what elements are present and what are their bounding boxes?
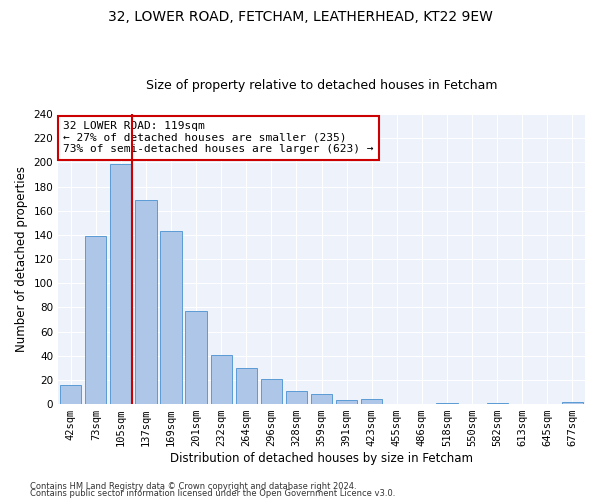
Bar	[286, 391, 307, 404]
Bar	[211, 354, 232, 404]
Bar	[361, 399, 382, 404]
Bar	[185, 311, 207, 404]
Text: 32, LOWER ROAD, FETCHAM, LEATHERHEAD, KT22 9EW: 32, LOWER ROAD, FETCHAM, LEATHERHEAD, KT…	[107, 10, 493, 24]
Bar	[562, 402, 583, 404]
Text: 32 LOWER ROAD: 119sqm
← 27% of detached houses are smaller (235)
73% of semi-det: 32 LOWER ROAD: 119sqm ← 27% of detached …	[64, 122, 374, 154]
Bar	[85, 236, 106, 404]
Bar	[160, 231, 182, 404]
Y-axis label: Number of detached properties: Number of detached properties	[15, 166, 28, 352]
Bar	[60, 384, 82, 404]
Bar	[136, 200, 157, 404]
Bar	[436, 403, 458, 404]
Title: Size of property relative to detached houses in Fetcham: Size of property relative to detached ho…	[146, 79, 497, 92]
Bar	[236, 368, 257, 404]
Bar	[261, 378, 282, 404]
Text: Contains public sector information licensed under the Open Government Licence v3: Contains public sector information licen…	[30, 489, 395, 498]
Bar	[110, 164, 131, 404]
Bar	[487, 403, 508, 404]
Bar	[311, 394, 332, 404]
Text: Contains HM Land Registry data © Crown copyright and database right 2024.: Contains HM Land Registry data © Crown c…	[30, 482, 356, 491]
X-axis label: Distribution of detached houses by size in Fetcham: Distribution of detached houses by size …	[170, 452, 473, 465]
Bar	[336, 400, 358, 404]
